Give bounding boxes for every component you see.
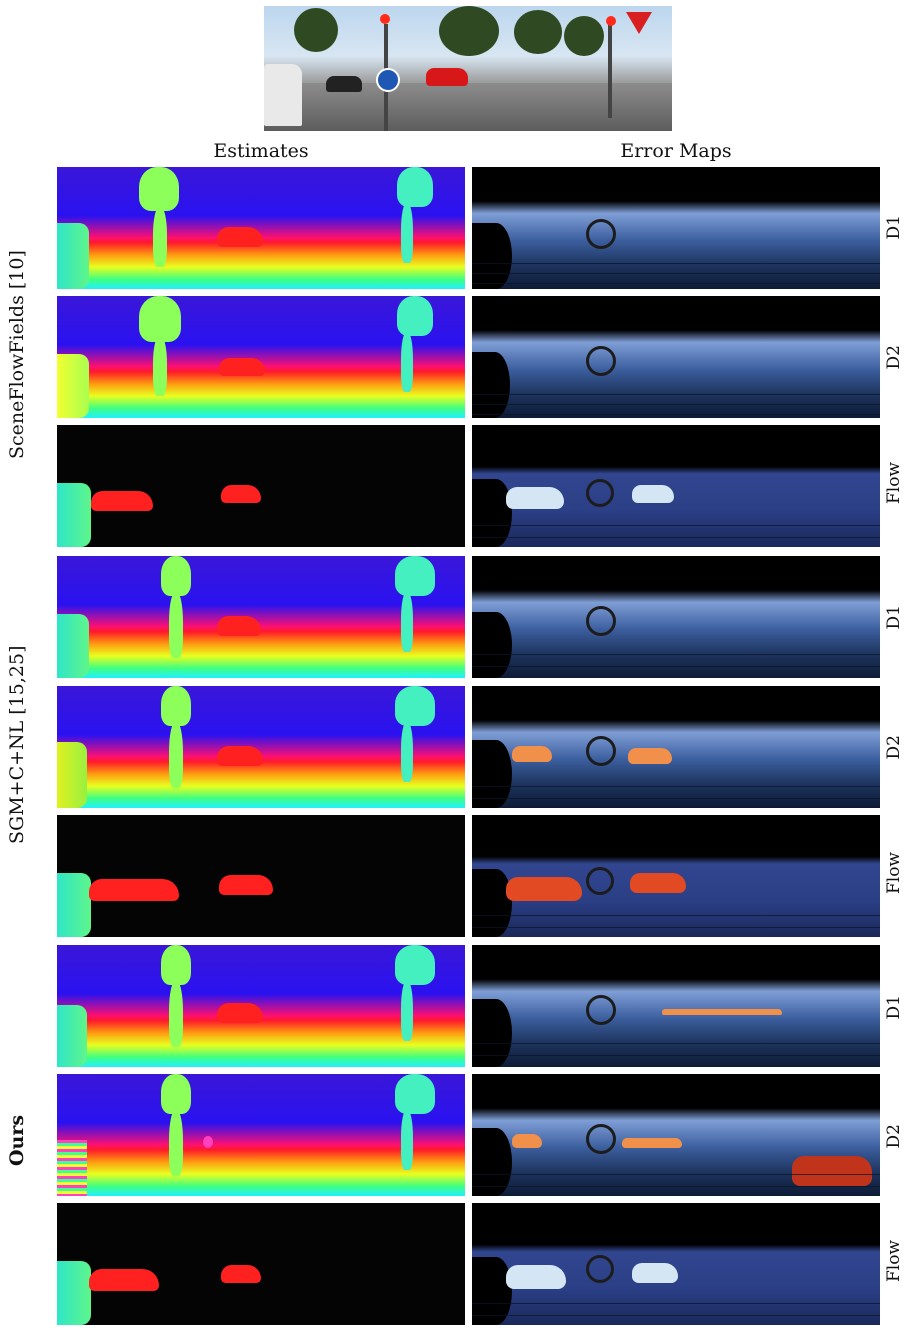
error-map-d2	[472, 1074, 880, 1196]
map-type-label: D2	[884, 735, 904, 760]
map-type-label: Flow	[884, 852, 904, 895]
error-map-flow	[472, 1203, 880, 1325]
map-type-label: D1	[884, 215, 904, 240]
error-maps-column-header: Error Maps	[620, 140, 732, 162]
error-map-d1	[472, 167, 880, 289]
map-type-label: D1	[884, 605, 904, 630]
map-type-label: D1	[884, 995, 904, 1020]
estimate-d1	[57, 556, 465, 678]
map-type-label: D2	[884, 1124, 904, 1149]
error-map-d2	[472, 296, 880, 418]
estimate-d2	[57, 686, 465, 808]
estimate-d1	[57, 945, 465, 1067]
reference-photo	[264, 6, 672, 131]
error-map-flow	[472, 425, 880, 547]
estimate-d2	[57, 296, 465, 418]
map-type-label: Flow	[884, 1240, 904, 1283]
error-map-d2	[472, 686, 880, 808]
estimates-column-header: Estimates	[213, 140, 309, 162]
error-map-d1	[472, 945, 880, 1067]
map-type-label: D2	[884, 345, 904, 370]
error-map-flow	[472, 815, 880, 937]
estimate-flow	[57, 425, 465, 547]
estimate-flow	[57, 1203, 465, 1325]
estimate-flow	[57, 815, 465, 937]
method-label: SGM+C+NL [15,25]	[6, 645, 28, 845]
map-type-label: Flow	[884, 462, 904, 505]
error-map-d1	[472, 556, 880, 678]
method-label: Ours	[6, 1114, 28, 1166]
method-label: SceneFlowFields [10]	[6, 250, 28, 460]
estimate-d1	[57, 167, 465, 289]
estimate-d2	[57, 1074, 465, 1196]
